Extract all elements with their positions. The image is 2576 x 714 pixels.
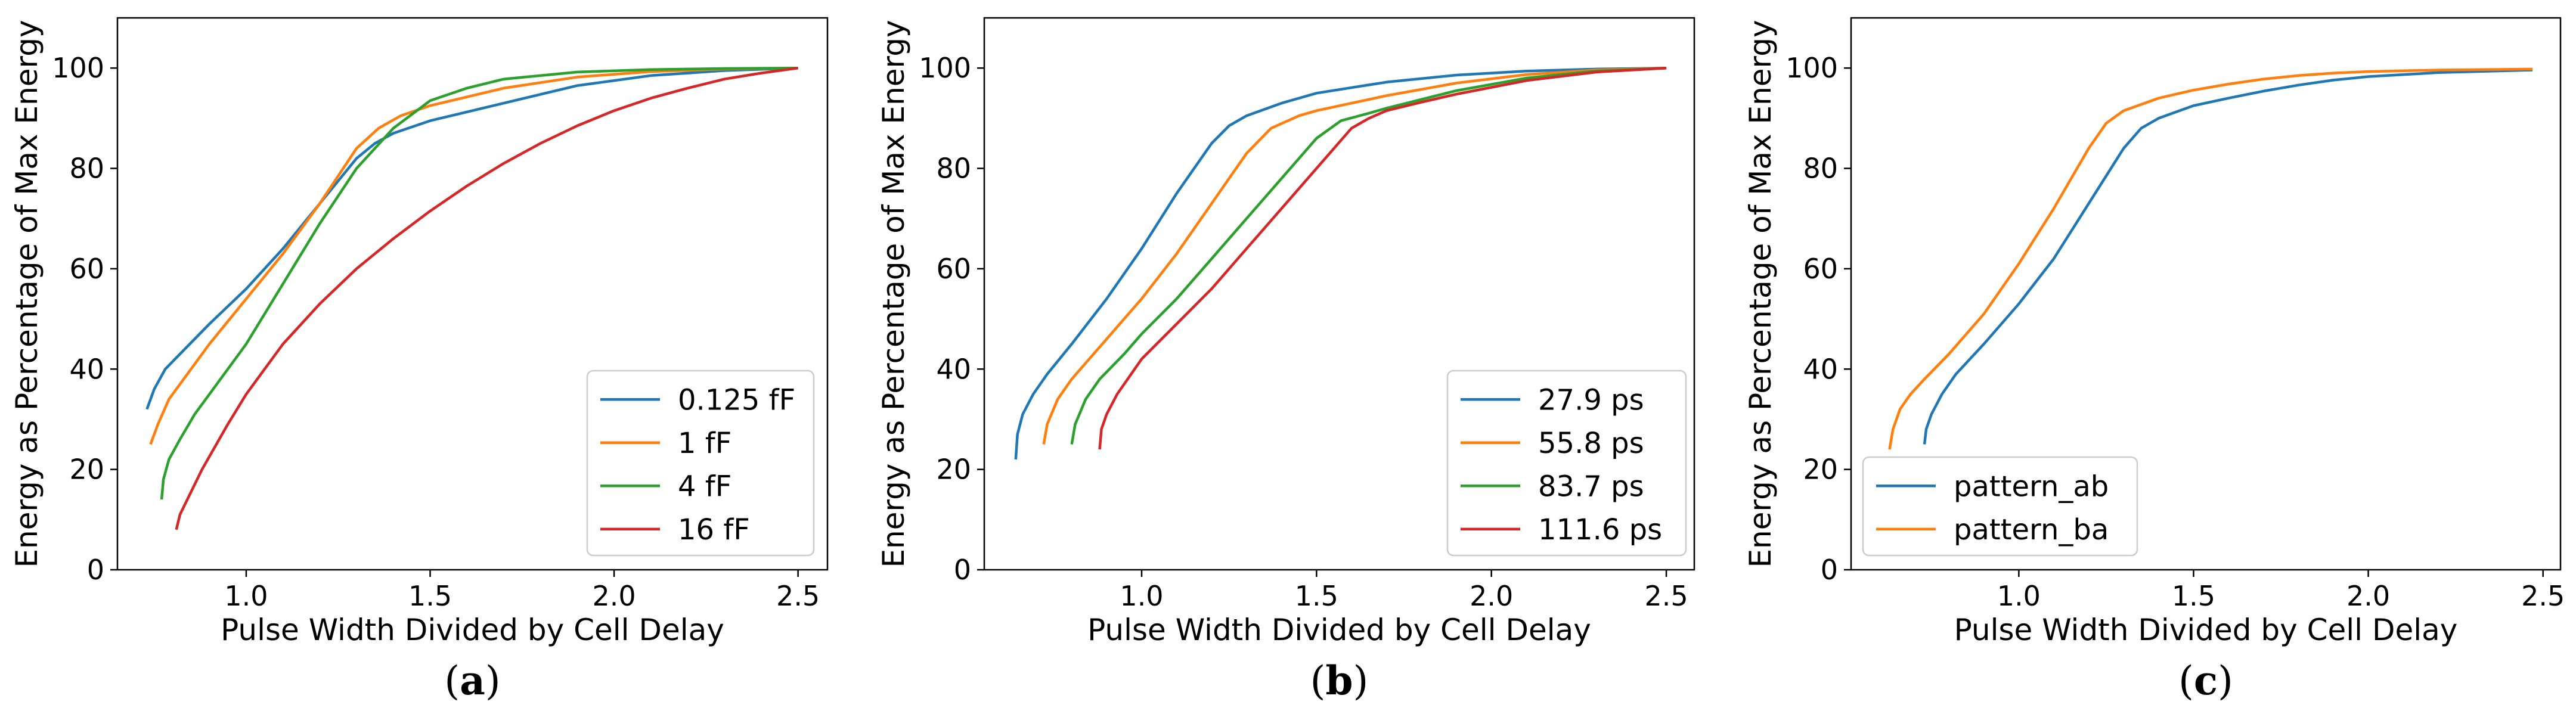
y-tick-label: 100 <box>52 52 104 84</box>
series-line-111-6-ps <box>1098 66 1667 450</box>
legend-label: pattern_ab <box>1954 470 2109 503</box>
y-tick-label: 40 <box>936 353 971 385</box>
y-tick-label: 60 <box>936 253 971 285</box>
y-tick-label: 80 <box>936 153 971 185</box>
legend-label: 0.125 fF <box>678 383 795 417</box>
series-line-pattern-ba <box>1888 67 2533 450</box>
y-tick-label: 80 <box>69 153 104 185</box>
legend: 27.9 ps 55.8 ps 83.7 ps 111.6 ps <box>1446 370 1687 557</box>
legend-box <box>1862 456 2138 557</box>
series-line-pattern-ab <box>1923 69 2533 445</box>
legend: 0.125 fF 1 fF 4 fF 16 fF <box>586 370 815 557</box>
y-tick-label: 20 <box>69 454 104 486</box>
panel-label: (c) <box>2178 657 2233 704</box>
x-tick-label: 2.0 <box>2346 580 2390 612</box>
series-line-0-125-ff <box>145 66 798 410</box>
x-tick-label: 1.0 <box>224 580 268 612</box>
x-tick-label: 1.0 <box>1997 580 2041 612</box>
legend-label: 16 fF <box>678 513 750 547</box>
series-line-4-ff <box>160 66 798 500</box>
y-tick-label: 100 <box>919 52 971 84</box>
x-tick-label: 2.5 <box>2521 580 2565 612</box>
legend-label: 55.8 ps <box>1538 427 1644 460</box>
x-tick-label: 1.5 <box>2172 580 2215 612</box>
x-axis-label: Pulse Width Divided by Cell Delay <box>1954 613 2458 647</box>
panel-label: (a) <box>444 657 500 704</box>
x-tick-label: 2.0 <box>1470 580 1513 612</box>
axes-frame <box>116 17 829 571</box>
y-tick-label: 20 <box>936 454 971 486</box>
y-tick-label: 0 <box>954 554 971 586</box>
x-axis-label: Pulse Width Divided by Cell Delay <box>1087 613 1591 647</box>
y-tick-label: 60 <box>1803 253 1838 285</box>
legend-label: 4 fF <box>678 470 731 503</box>
y-tick-label: 80 <box>1803 153 1838 185</box>
y-tick-label: 100 <box>1785 52 1838 84</box>
x-tick-label: 2.5 <box>776 580 820 612</box>
legend-label: 111.6 ps <box>1538 513 1662 547</box>
legend-box <box>1446 370 1687 557</box>
series-line-27-9-ps <box>1014 66 1667 460</box>
series-line-16-ff <box>175 66 798 530</box>
legend: pattern_ab pattern_ba <box>1862 456 2138 557</box>
legend-label: 1 fF <box>678 427 731 460</box>
series-line-83-7-ps <box>1070 66 1667 445</box>
y-tick-label: 40 <box>69 353 104 385</box>
axes-frame <box>983 17 1695 571</box>
panel-label: (b) <box>1310 657 1369 704</box>
x-axis-label: Pulse Width Divided by Cell Delay <box>221 613 724 647</box>
x-tick-label: 2.5 <box>1644 580 1688 612</box>
series-line-1-ff <box>149 66 798 445</box>
y-axis-label: Energy as Percentage of Max Energy <box>1743 20 1778 567</box>
series-line-55-8-ps <box>1042 66 1667 445</box>
x-tick-label: 1.5 <box>1295 580 1338 612</box>
x-tick-label: 1.5 <box>408 580 452 612</box>
legend-box <box>586 370 815 557</box>
y-tick-label: 0 <box>1821 554 1838 586</box>
y-axis-label: Energy as Percentage of Max Energy <box>10 20 44 567</box>
legend-label: 83.7 ps <box>1538 470 1644 503</box>
legend-label: 27.9 ps <box>1538 383 1644 417</box>
y-tick-label: 60 <box>69 253 104 285</box>
y-tick-label: 0 <box>87 554 104 586</box>
y-axis-label: Energy as Percentage of Max Energy <box>876 20 911 567</box>
x-tick-label: 2.0 <box>593 580 636 612</box>
x-tick-label: 1.0 <box>1120 580 1163 612</box>
y-tick-label: 40 <box>1803 353 1838 385</box>
legend-label: pattern_ba <box>1954 513 2109 547</box>
chart-panel-2: 1.0 1.5 2.0 2.5 0 20 40 60 80 100 Pulse Width Divi… <box>876 17 1695 704</box>
chart-panel-3: 1.0 1.5 2.0 2.5 0 20 40 60 80 100 Pulse Width Divi… <box>1743 17 2565 704</box>
axes-frame <box>1850 17 2562 571</box>
chart-panel-1: 1.0 1.5 2.0 2.5 0 20 40 60 80 100 Pulse Width Divi… <box>10 17 829 704</box>
y-tick-label: 20 <box>1803 454 1838 486</box>
